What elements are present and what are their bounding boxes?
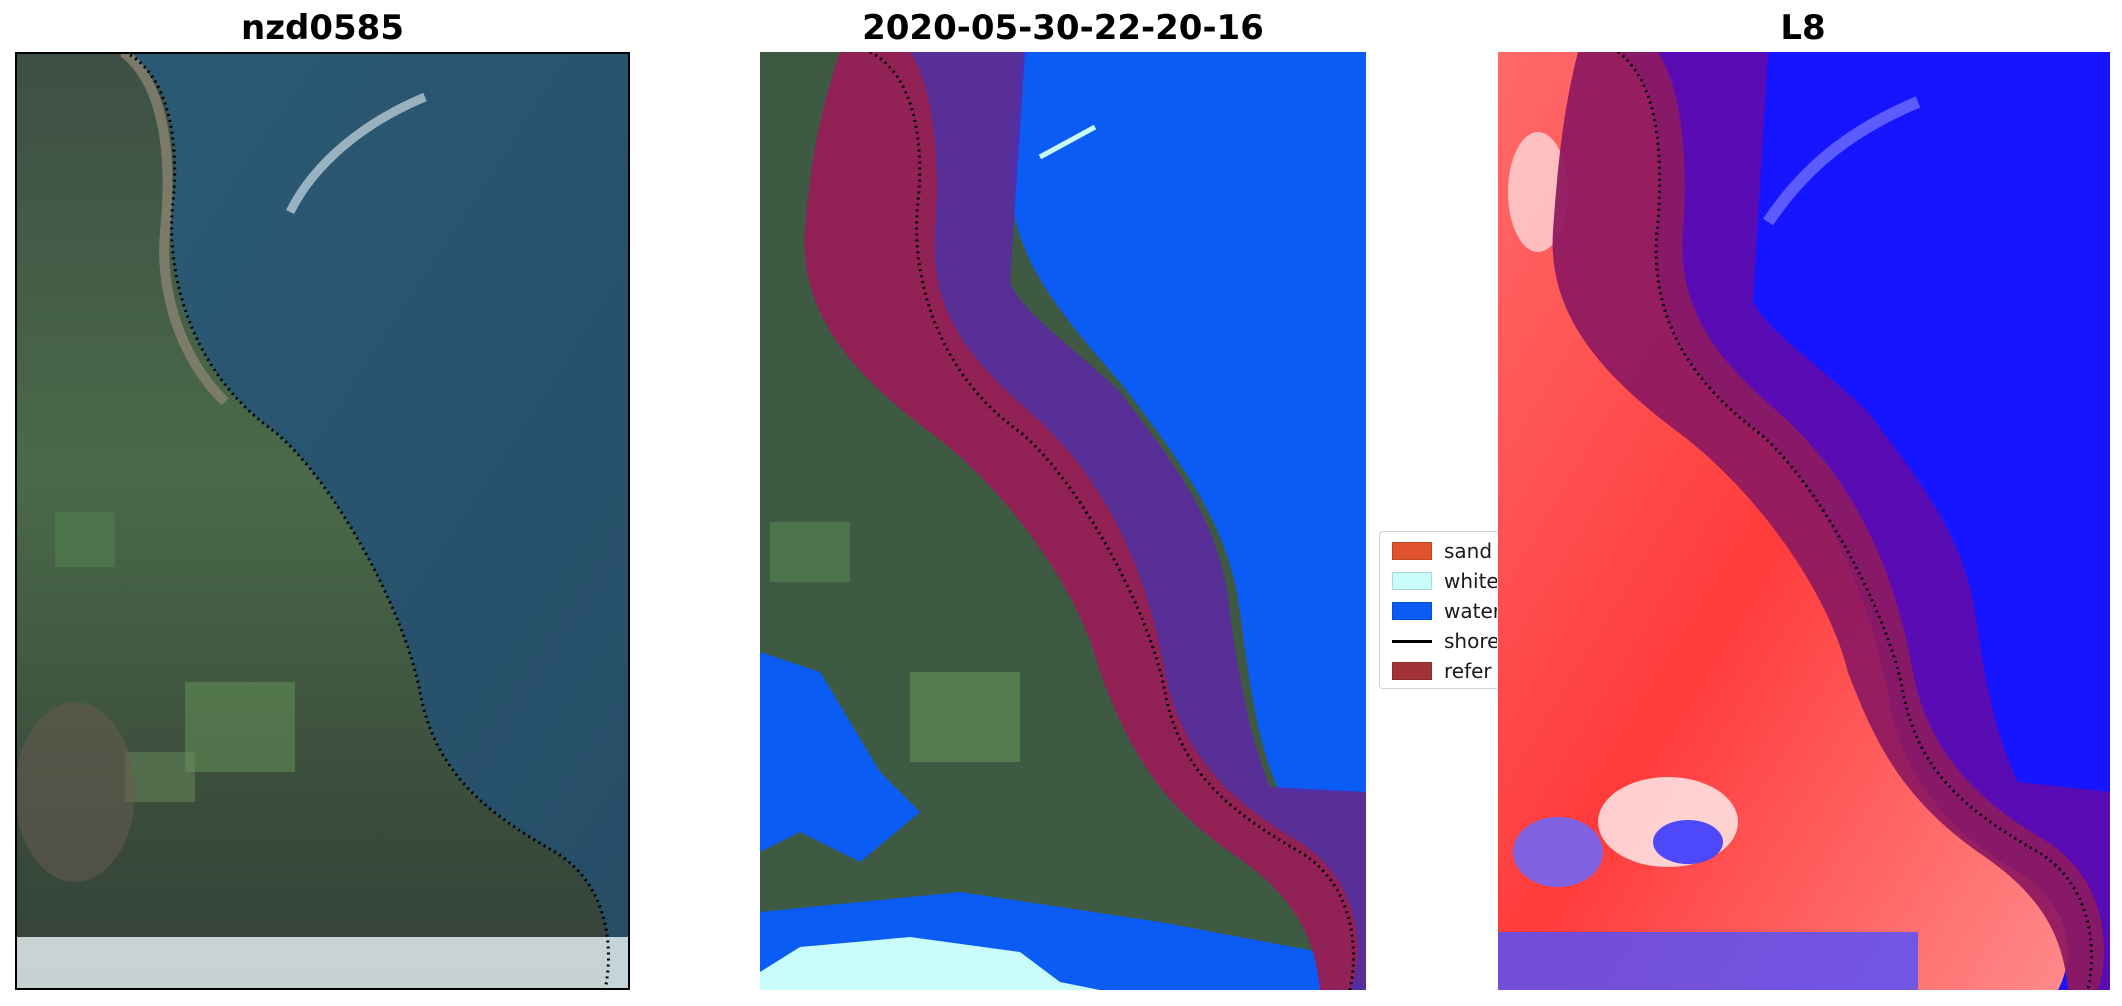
legend-item-sand: sand [1388,538,1497,563]
beach-strip [119,52,229,406]
panel-title-left: nzd0585 [241,8,404,48]
rgb-satellite-image [15,52,630,990]
panel-title-middle: 2020-05-30-22-20-16 [862,8,1264,48]
reference-band [804,52,1358,990]
hillside [15,702,135,882]
field [910,672,1020,762]
water-class [1010,52,1366,792]
surf-zone [15,937,630,990]
low-index-patch [1498,932,1918,990]
water-class [760,652,920,862]
index-image-canvas [1498,52,2110,990]
legend: sand white water shore refer [1379,531,1497,689]
legend-item-shore: shore [1388,628,1497,653]
whitewater-class [1038,124,1097,160]
panel-title-right: L8 [1780,8,1826,48]
legend-item-refer: refer [1388,658,1497,683]
legend-label: white [1444,569,1497,593]
wave-streak [285,92,427,215]
legend-item-white: white [1388,568,1497,593]
low-index-patch [1508,132,1568,252]
white-swatch [1392,572,1432,590]
field [125,752,195,802]
low-index-patch [1513,817,1603,887]
classified-image-canvas [760,52,1366,990]
legend-item-water: water [1388,598,1497,623]
legend-label: sand [1444,539,1493,563]
water-swatch [1392,602,1432,620]
legend-label: refer [1444,659,1492,683]
shoreline [869,52,1355,990]
classified-image [760,52,1366,990]
legend-label: water [1444,599,1497,623]
rgb-image-canvas [15,52,630,990]
wave-streak [1763,96,1921,226]
field [55,512,115,567]
shore-line-swatch [1392,640,1432,643]
field [185,682,295,772]
whitewater-class [760,937,1100,990]
shoreline [124,52,610,990]
low-index-patch [1653,820,1723,864]
refer-swatch [1392,662,1432,680]
legend-label: shore [1444,629,1497,653]
field [770,522,850,582]
index-image [1498,52,2110,990]
sand-swatch [1392,542,1432,560]
